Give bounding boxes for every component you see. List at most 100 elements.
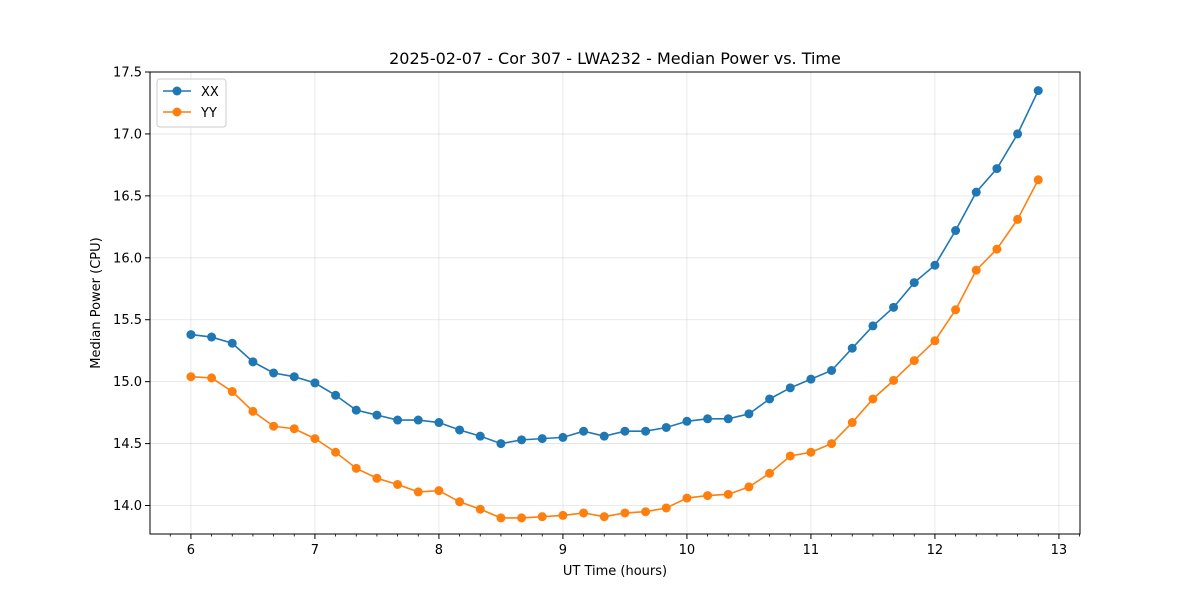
series-yy-point <box>537 512 547 522</box>
series-xx-point <box>537 434 547 444</box>
x-tick-label: 10 <box>679 543 696 558</box>
y-tick-label: 16.5 <box>113 189 142 204</box>
series-xx-point <box>682 416 692 426</box>
series-yy-point <box>641 507 651 517</box>
series-yy-point <box>558 510 568 520</box>
series-yy-point <box>806 447 816 457</box>
series-xx-point <box>868 321 878 331</box>
y-tick-label: 15.0 <box>113 375 142 390</box>
series-xx-point <box>372 410 382 420</box>
series-xx-point <box>785 383 795 393</box>
series-xx-point <box>558 432 568 442</box>
series-xx-point <box>186 330 196 340</box>
series-xx-point <box>951 226 961 236</box>
series-xx-point <box>455 425 465 435</box>
series-yy-point <box>682 493 692 503</box>
x-axis-ticks: 6 7 8 9 10 11 12 13 <box>169 534 1080 558</box>
y-tick-label: 16.0 <box>113 251 142 266</box>
series-yy-point <box>207 373 217 383</box>
x-tick-label: 8 <box>435 543 443 558</box>
series-xx-point <box>806 374 816 384</box>
y-tick-label: 14.5 <box>113 437 142 452</box>
series-yy-point <box>1013 214 1023 224</box>
series-yy-point <box>455 497 465 507</box>
x-tick-label: 13 <box>1051 543 1068 558</box>
series-yy-point <box>868 394 878 404</box>
series-yy-point <box>785 451 795 461</box>
y-axis-label: Median Power (CPU) <box>89 237 104 368</box>
series-yy-point <box>289 424 299 434</box>
series-yy-point <box>744 482 754 492</box>
series-xx-point <box>475 431 485 441</box>
series-xx-point <box>992 164 1002 174</box>
series-xx-point <box>971 187 981 197</box>
plot-frame <box>149 71 1081 535</box>
y-tick-label: 15.5 <box>113 313 142 328</box>
series-yy-point <box>393 479 403 489</box>
legend-yy-label: YY <box>200 106 217 121</box>
x-tick-label: 7 <box>311 543 319 558</box>
series-yy-point <box>827 439 837 449</box>
series-yy-point <box>413 487 423 497</box>
series-xx-point <box>641 426 651 436</box>
series-yy-point <box>703 491 713 501</box>
series-yy-point <box>331 447 341 457</box>
series-xx-point <box>207 332 217 342</box>
y-tick-label: 14.0 <box>113 499 142 514</box>
x-axis-label: UT Time (hours) <box>563 564 667 579</box>
series-yy-point <box>620 508 630 518</box>
series-xx-point <box>331 390 341 400</box>
series-xx-point <box>661 422 671 432</box>
series-xx-point <box>599 431 609 441</box>
series-yy-point <box>434 486 444 496</box>
y-tick-label: 17.5 <box>113 66 142 81</box>
series-yy-point <box>475 504 485 514</box>
series-yy-point <box>971 265 981 275</box>
x-tick-label: 9 <box>559 543 567 558</box>
series-yy-point <box>227 387 237 397</box>
series-layer <box>186 86 1043 523</box>
legend: XX YY <box>156 78 227 128</box>
series-yy-point <box>269 421 279 431</box>
series-yy-point <box>661 503 671 513</box>
series-yy-point <box>248 406 258 416</box>
series-yy-point <box>992 244 1002 254</box>
legend-yy-marker <box>172 107 182 117</box>
series-xx-point <box>310 378 320 388</box>
series-yy-point <box>186 372 196 382</box>
grid <box>150 71 1080 534</box>
series-xx-point <box>909 278 919 288</box>
series-xx-point <box>744 409 754 419</box>
series-yy-point <box>599 512 609 522</box>
series-xx-point <box>620 426 630 436</box>
series-xx-point <box>1013 129 1023 139</box>
series-yy-point <box>909 356 919 366</box>
x-tick-label: 6 <box>187 543 195 558</box>
series-xx-point <box>579 426 589 436</box>
series-xx-point <box>1033 86 1043 96</box>
series-xx-point <box>847 343 857 353</box>
series-xx-point <box>227 338 237 348</box>
series-yy-point <box>765 468 775 478</box>
chart-title: 2025-02-07 - Cor 307 - LWA232 - Median P… <box>389 49 841 68</box>
series-yy-point <box>847 418 857 428</box>
series-yy-point <box>496 513 506 523</box>
series-yy-point <box>723 489 733 499</box>
series-xx-point <box>289 372 299 382</box>
series-yy-point <box>889 375 899 385</box>
legend-xx-label: XX <box>201 85 219 100</box>
series-yy-point <box>930 336 940 346</box>
series-xx-point <box>393 415 403 425</box>
y-tick-label: 17.0 <box>113 127 142 142</box>
series-xx-point <box>827 366 837 376</box>
series-yy-point <box>579 508 589 518</box>
series-xx-point <box>703 414 713 424</box>
series-xx-point <box>496 439 506 449</box>
x-tick-label: 12 <box>927 543 944 558</box>
series-xx-point <box>723 414 733 424</box>
series-xx-point <box>248 357 258 367</box>
series-xx-point <box>351 405 361 415</box>
series-yy-point <box>1033 175 1043 185</box>
series-yy-point <box>372 473 382 483</box>
series-yy-point <box>310 434 320 444</box>
